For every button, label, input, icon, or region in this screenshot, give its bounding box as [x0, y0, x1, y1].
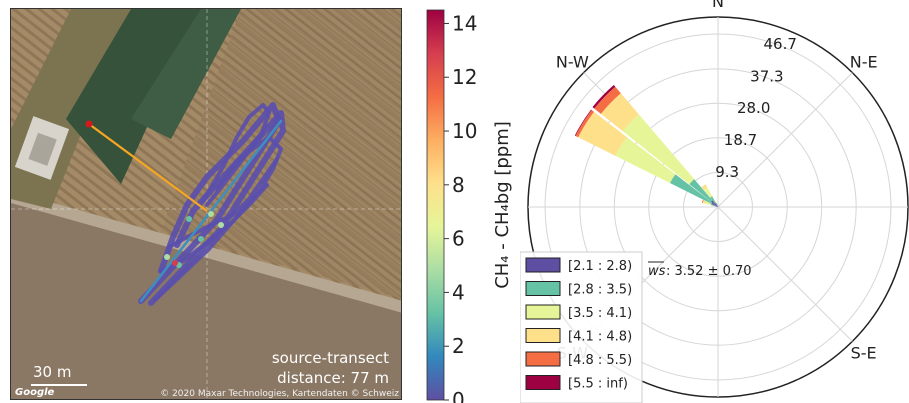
vehicle-track: [138, 102, 286, 306]
windrose-bar: [615, 137, 676, 184]
colorbar-tick-label: 10: [452, 119, 477, 143]
windrose-spoke: [717, 206, 853, 342]
windrose-bar: [710, 203, 716, 207]
windrose-direction-label: N-W: [556, 52, 589, 71]
legend-label: [4.8 : 5.5): [568, 353, 632, 368]
windrose-bar: [575, 110, 595, 138]
legend-label: [2.1 : 2.8): [568, 259, 632, 274]
windrose-bar: [717, 205, 718, 207]
track-point: [208, 211, 214, 217]
windrose-bar: [578, 111, 627, 156]
source-transect-line: [88, 123, 208, 212]
colorbar: 0 2 4 6 8 10 12 14 CH₄ - CH₄bg [ppm]: [426, 9, 513, 403]
wind-speed-label: ws : 3.52 ± 0.70: [648, 261, 752, 279]
windrose-bar: [689, 179, 713, 202]
source-transect-label: source-transect: [271, 349, 389, 367]
farm-building-shadow: [28, 132, 57, 166]
windrose-radial-ticks: 9.3 18.7 28.0 37.3 46.7: [715, 35, 797, 181]
satellite-map: 30 m source-transect distance: 77 m Goog…: [10, 8, 402, 400]
legend-label: [5.5 : inf): [568, 377, 628, 392]
windrose-bar: [711, 202, 718, 207]
lower-field: [11, 199, 401, 399]
legend-swatch: [525, 257, 561, 273]
windrose-direction-label: S-E: [851, 344, 877, 363]
track-segment: [138, 102, 282, 304]
legend-label: [2.8 : 3.5): [568, 283, 632, 298]
track-point: [218, 222, 224, 228]
windrose-bar: [714, 200, 717, 204]
legend-swatch: [525, 375, 561, 390]
windrose-bar: [594, 86, 621, 114]
windrose-bar: [622, 114, 695, 185]
track-point: [186, 216, 192, 222]
map-canvas: [11, 9, 401, 399]
track-point: [198, 236, 204, 242]
colorbar-label: CH₄ - CH₄bg [ppm]: [492, 121, 513, 289]
colorbar-tick-label: 6: [452, 227, 465, 251]
track-segment: [148, 110, 286, 306]
legend-swatch: [525, 351, 561, 367]
windrose-radial-tick-label: 18.7: [724, 131, 757, 149]
windrose-bar: [669, 174, 713, 204]
windrose-radial-tick-label: 46.7: [763, 35, 796, 53]
legend-swatch: [525, 328, 561, 343]
legend-swatch: [525, 281, 561, 296]
legend-label: [3.5 : 4.1): [568, 306, 632, 321]
windrose-spoke: [717, 72, 853, 208]
colorbar-tick-label: 14: [452, 11, 477, 35]
map-copyright: © 2020 Maxar Technologies, Kartendaten ©…: [160, 389, 399, 399]
wind-speed-symbol: ws: [648, 264, 666, 279]
windrose-bar: [715, 203, 718, 207]
windrose-bar: [703, 187, 713, 198]
source-marker: [85, 120, 93, 128]
green-strip-dark: [131, 9, 241, 139]
source-distance-label: distance: 77 m: [277, 369, 389, 387]
windrose-bar: [702, 200, 707, 204]
windrose-bar: [705, 201, 712, 206]
colorbar-tick-label: 12: [452, 65, 477, 89]
windrose-bar: [701, 184, 708, 190]
legend-label: [4.1 : 4.8): [568, 330, 632, 345]
windrose-bar: [715, 205, 718, 207]
track-point: [172, 260, 178, 266]
windrose-bar: [711, 200, 718, 207]
windrose-radial-tick-label: 28.0: [737, 99, 770, 117]
scale-bar: [31, 384, 87, 386]
windrose-bar: [592, 85, 616, 109]
colorbar-tick-label: 4: [452, 280, 465, 304]
windrose-direction-label: N: [712, 0, 724, 11]
track-point: [164, 254, 170, 260]
windrose-legend: [2.1 : 2.8) [2.8 : 3.5) [3.5 : 4.1) [4.1 : …: [520, 251, 643, 403]
colorbar-ticks: 0 2 4 6 8 10 12 14: [444, 11, 477, 403]
windrose-bar: [710, 196, 716, 204]
windrose-bar: [701, 199, 704, 204]
wind-rose: 9.318.728.037.346.7 NN-EES-ESS-WWN-W [2.…: [520, 0, 909, 403]
legend-swatch: [525, 304, 561, 320]
windrose-bar: [715, 202, 718, 206]
track-segment: [201, 103, 271, 207]
colorbar-tick-label: 8: [452, 173, 465, 197]
windrose-radial-tick-label: 9.3: [715, 163, 739, 181]
windrose-sectors: [574, 85, 719, 207]
windrose-bar: [600, 93, 639, 132]
colorbar-tick-label: 0: [452, 388, 465, 403]
windrose-radial-tick-label: 37.3: [750, 67, 783, 85]
windrose-direction-label: N-E: [850, 52, 878, 71]
scale-label: 30 m: [33, 363, 72, 381]
green-strip: [66, 9, 201, 184]
wind-speed-value: : 3.52 ± 0.70: [666, 264, 752, 279]
colorbar-tick-label: 2: [452, 334, 465, 358]
windrose-bar: [574, 109, 592, 136]
google-logo: Google: [15, 387, 55, 398]
colorbar-gradient: [426, 9, 445, 401]
